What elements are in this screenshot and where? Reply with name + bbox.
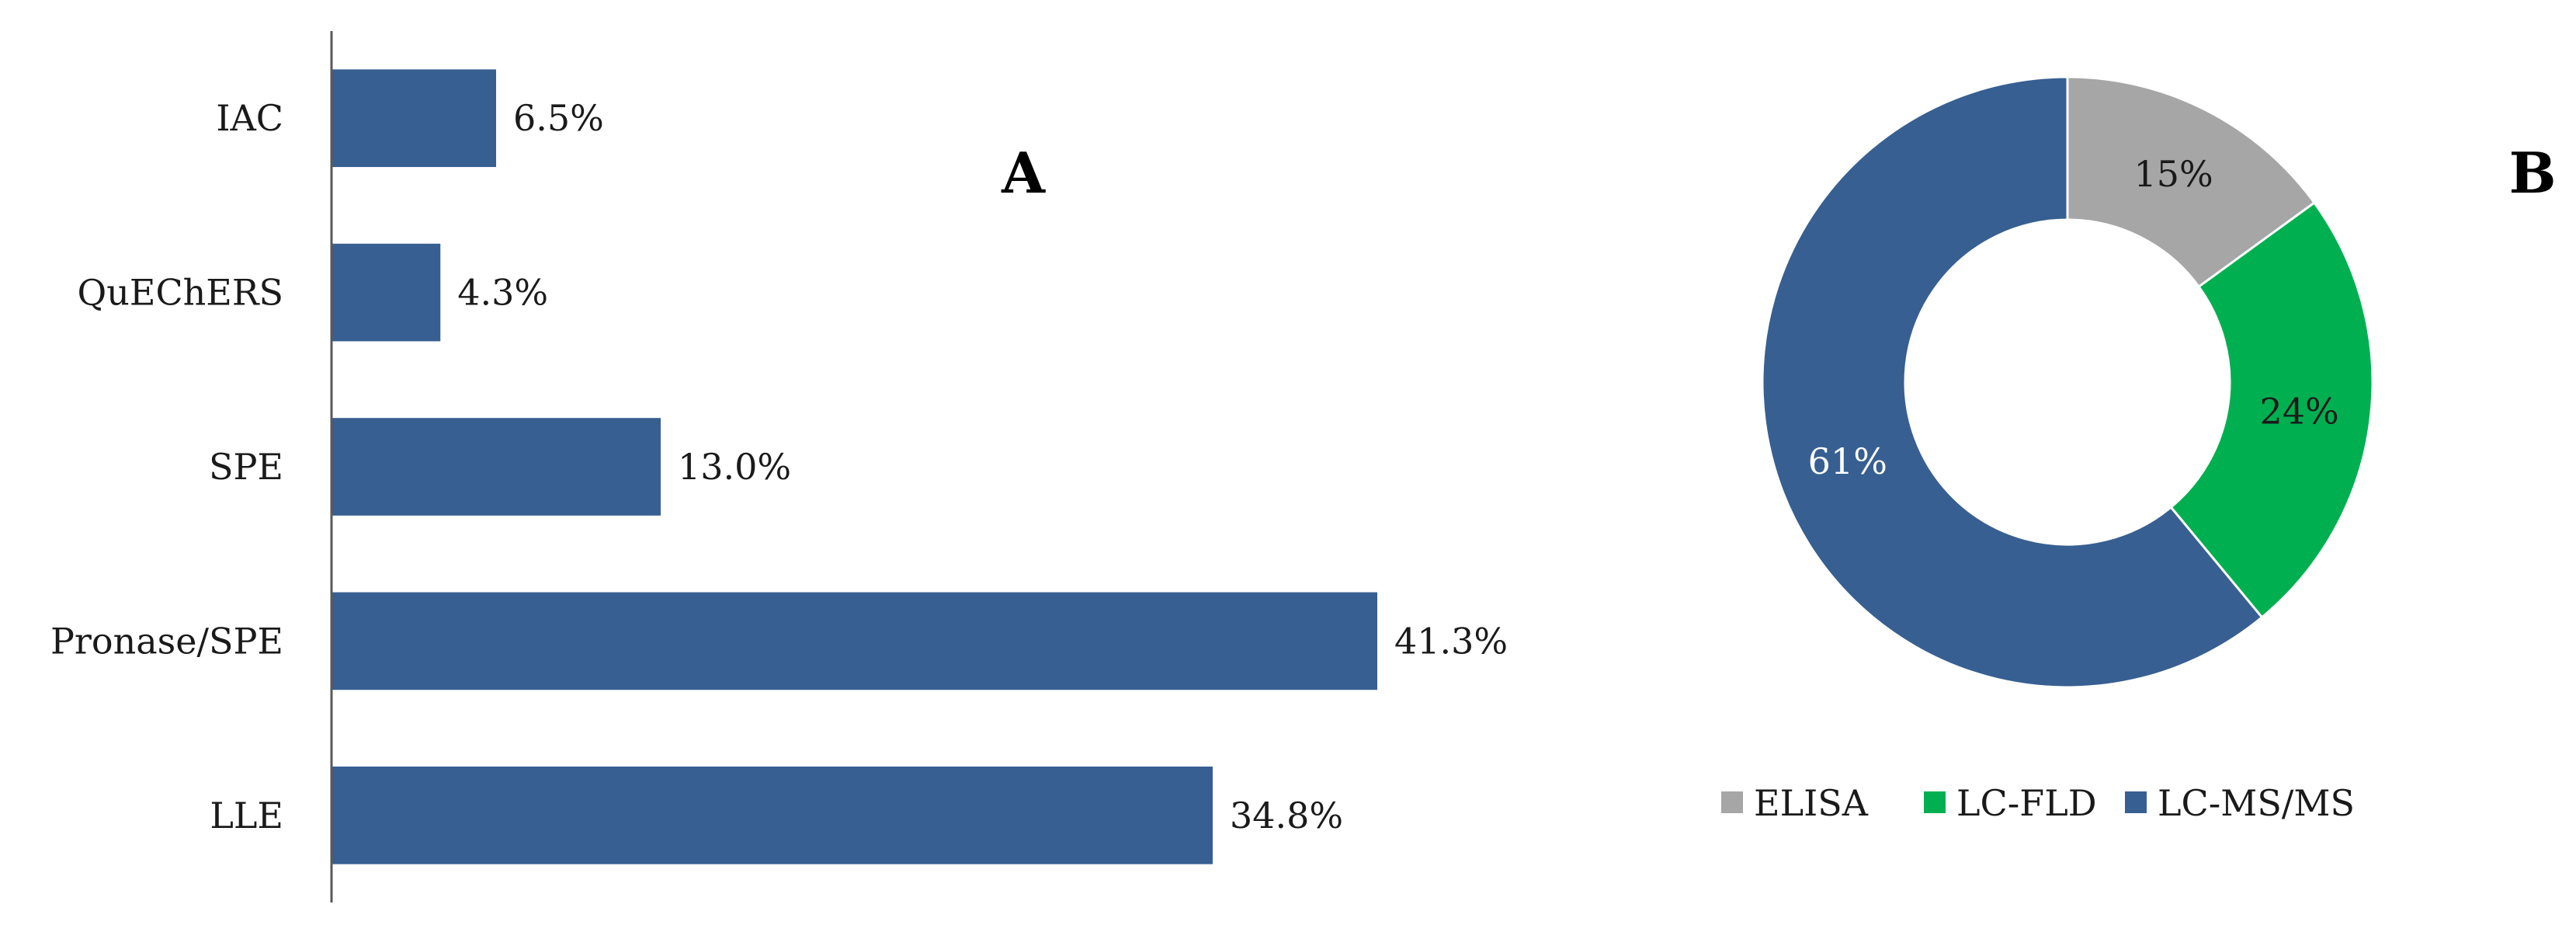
bar-chart: IAC QuEChERS SPE Pronase/SPE LLE 6.5% 4.3% 13.…: [50, 31, 1508, 902]
legend-label-elisa: ELISA: [1754, 782, 1869, 824]
bar-value-labels: 6.5% 4.3% 13.0% 41.3% 34.8%: [457, 97, 1508, 836]
legend-swatch-lc-fld: [1924, 791, 1946, 813]
slice-label-lc-ms-ms: 61%: [1808, 440, 1887, 482]
legend-swatch-elisa: [1721, 791, 1743, 813]
category-label-spe: SPE: [209, 446, 283, 488]
value-label-iac: 6.5%: [513, 97, 604, 139]
panel-b-label: B: [2509, 140, 2557, 206]
slice-elisa: [2066, 75, 2317, 289]
category-label-lle: LLE: [210, 795, 283, 836]
donut-legend: ELISA LC-FLD LC-MS/MS: [1721, 782, 2355, 824]
bar-quechers: [332, 243, 441, 342]
slice-lc-ms-ms: [1761, 75, 2264, 689]
slice-lc-fld: [2169, 200, 2374, 619]
value-label-spe: 13.0%: [678, 446, 791, 488]
donut-slices: [1761, 75, 2374, 689]
bar-pronase-spe: [332, 592, 1377, 690]
value-label-lle: 34.8%: [1230, 795, 1343, 836]
bar-lle: [332, 766, 1213, 864]
slice-label-lc-fld: 24%: [2260, 391, 2339, 433]
value-label-pronase-spe: 41.3%: [1394, 620, 1508, 662]
bar-spe: [332, 418, 661, 516]
legend-swatch-lc-ms-ms: [2125, 791, 2147, 813]
slice-label-elisa: 15%: [2134, 153, 2213, 195]
category-label-iac: IAC: [216, 97, 283, 139]
donut-slice-labels: 15% 24% 61%: [1808, 153, 2339, 482]
bar-marks: [332, 69, 1377, 864]
category-label-quechers: QuEChERS: [78, 272, 283, 314]
value-label-quechers: 4.3%: [457, 272, 548, 314]
panel-a-label: A: [1001, 140, 1046, 206]
legend-label-lc-ms-ms: LC-MS/MS: [2158, 782, 2355, 824]
donut-chart: 15% 24% 61%: [1761, 75, 2374, 689]
category-label-pronase-spe: Pronase/SPE: [50, 620, 283, 662]
legend-label-lc-fld: LC-FLD: [1956, 782, 2097, 824]
bar-category-labels: IAC QuEChERS SPE Pronase/SPE LLE: [50, 97, 283, 836]
bar-iac: [332, 69, 496, 168]
